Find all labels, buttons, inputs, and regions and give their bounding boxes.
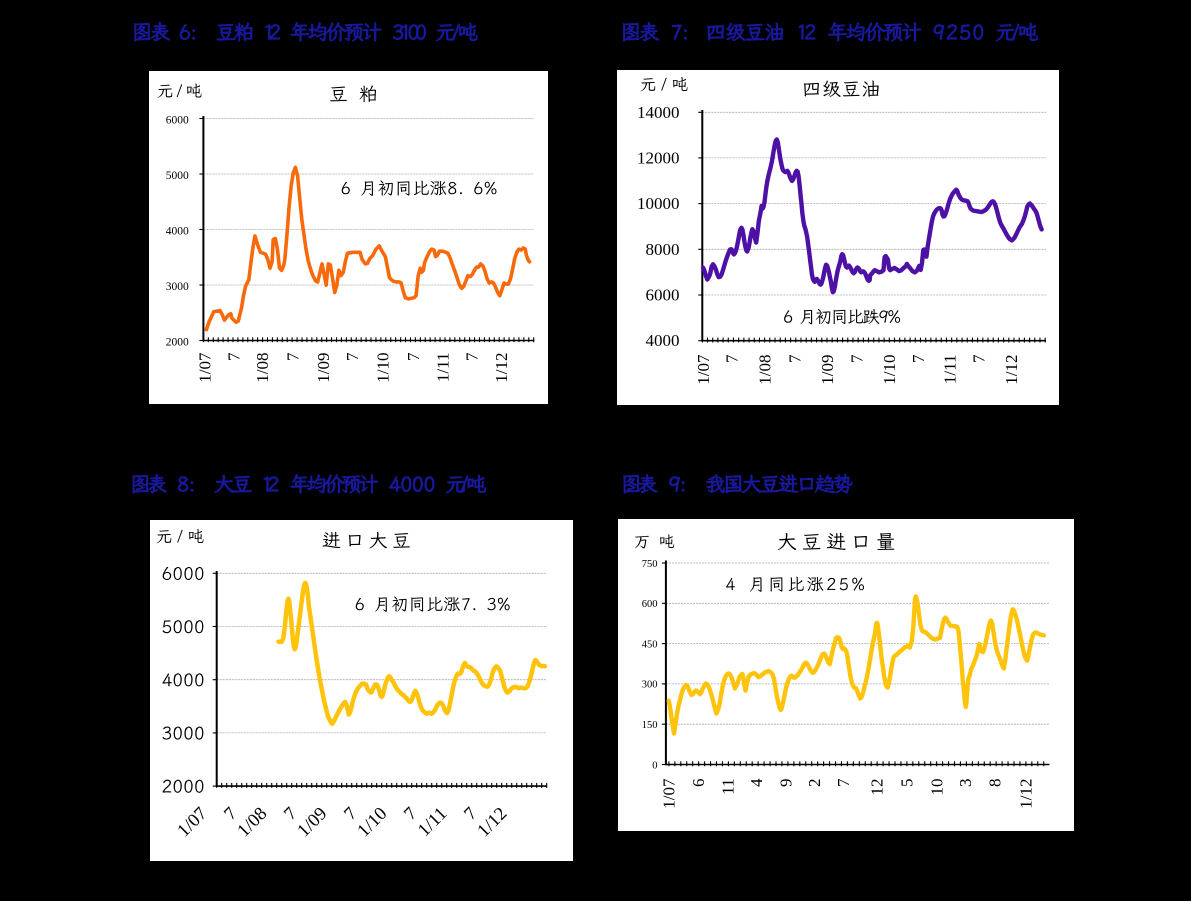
svg-text:12000: 12000 [637, 148, 680, 167]
svg-text:6000: 6000 [646, 286, 680, 305]
svg-text:1/07: 1/07 [694, 354, 713, 385]
svg-text:10000: 10000 [637, 194, 680, 213]
svg-text:5000: 5000 [166, 170, 189, 182]
svg-text:5: 5 [898, 779, 917, 788]
svg-text:7: 7 [343, 352, 362, 361]
svg-text:9: 9 [776, 779, 795, 788]
svg-text:1/11: 1/11 [941, 355, 960, 385]
svg-text:3: 3 [956, 779, 975, 788]
svg-text:7: 7 [785, 354, 804, 363]
svg-text:1/11: 1/11 [433, 353, 452, 383]
svg-text:4000: 4000 [166, 225, 189, 237]
svg-text:12: 12 [867, 779, 886, 796]
svg-text:3000: 3000 [166, 281, 189, 293]
svg-text:1/12: 1/12 [1002, 355, 1021, 385]
svg-text:450: 450 [642, 639, 658, 650]
svg-text:150: 150 [642, 720, 658, 731]
svg-text:6: 6 [689, 779, 708, 788]
svg-text:1/07: 1/07 [196, 352, 215, 383]
svg-text:4000: 4000 [646, 331, 680, 350]
svg-text:8: 8 [986, 779, 1005, 788]
svg-text:300: 300 [642, 680, 658, 691]
svg-text:4: 4 [747, 778, 766, 787]
svg-text:0: 0 [652, 760, 657, 771]
svg-text:7: 7 [723, 354, 742, 363]
svg-text:600: 600 [642, 599, 658, 610]
svg-text:6000: 6000 [166, 114, 189, 126]
svg-text:1/10: 1/10 [880, 355, 899, 385]
svg-text:1/12: 1/12 [1016, 779, 1035, 809]
svg-text:7: 7 [225, 352, 244, 361]
svg-text:750: 750 [642, 559, 658, 570]
svg-text:1/10: 1/10 [374, 353, 393, 383]
svg-text:7: 7 [848, 354, 867, 363]
svg-text:7: 7 [909, 354, 928, 363]
svg-text:8000: 8000 [646, 240, 680, 259]
svg-text:7: 7 [463, 352, 482, 361]
svg-text:7: 7 [970, 354, 989, 363]
svg-text:7: 7 [284, 352, 303, 361]
svg-text:1/08: 1/08 [253, 353, 272, 383]
svg-text:2000: 2000 [166, 336, 189, 348]
svg-text:11: 11 [719, 779, 738, 795]
svg-text:7: 7 [834, 778, 853, 787]
svg-text:14000: 14000 [637, 103, 680, 122]
svg-text:2: 2 [805, 779, 824, 788]
svg-text:1/07: 1/07 [660, 778, 679, 809]
svg-text:1/09: 1/09 [818, 355, 837, 385]
svg-text:1/12: 1/12 [492, 353, 511, 383]
svg-text:1/09: 1/09 [314, 353, 333, 383]
svg-text:7: 7 [404, 352, 423, 361]
svg-text:10: 10 [928, 779, 947, 796]
svg-text:1/08: 1/08 [755, 355, 774, 385]
